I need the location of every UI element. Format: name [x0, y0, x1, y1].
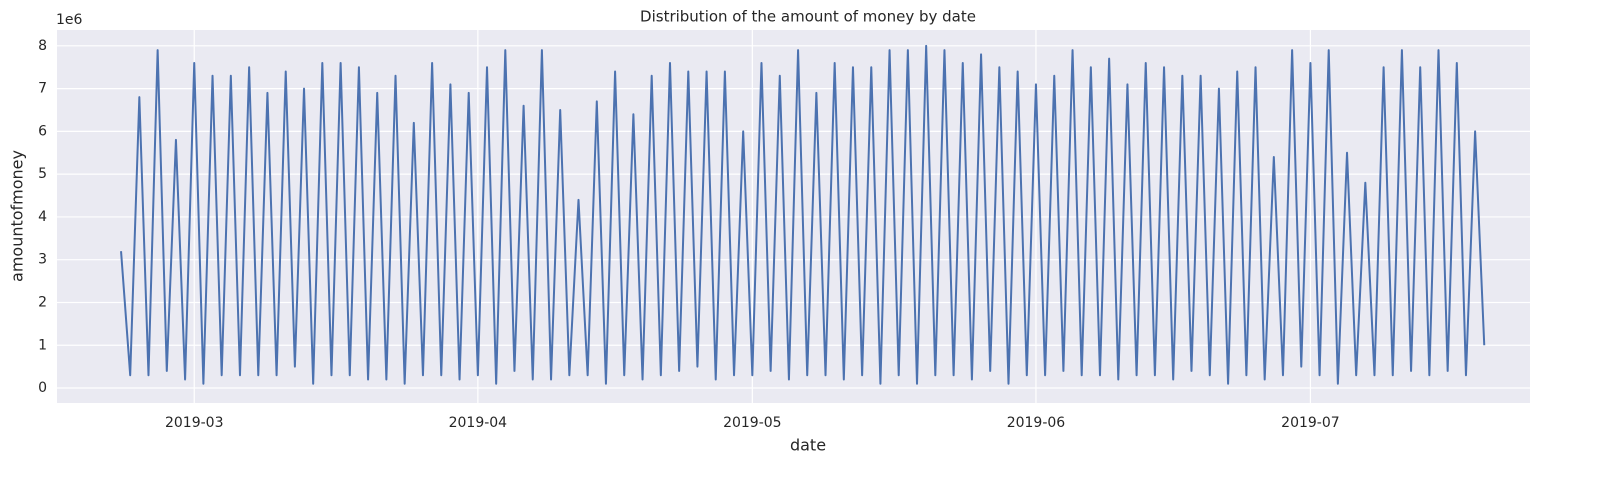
y-tick-label: 8: [38, 38, 47, 54]
x-tick-label: 2019-04: [449, 415, 508, 431]
x-tick-label: 2019-03: [165, 415, 224, 431]
y-tick-label: 3: [38, 252, 47, 268]
x-tick-label: 2019-06: [1007, 415, 1066, 431]
y-axis-label: amountofmoney: [8, 150, 27, 282]
y-tick-label: 6: [38, 123, 47, 139]
y-offset-label: 1e6: [56, 12, 83, 28]
y-tick-label: 2: [38, 294, 47, 310]
y-tick-label: 7: [38, 81, 47, 97]
x-tick-label: 2019-05: [723, 415, 782, 431]
y-tick-label: 4: [38, 209, 47, 225]
x-tick-label: 2019-07: [1281, 415, 1340, 431]
data-line: [120, 44, 1486, 385]
y-tick-label: 1: [38, 337, 47, 353]
chart-title: Distribution of the amount of money by d…: [640, 8, 976, 26]
x-axis-label: date: [790, 436, 826, 455]
y-tick-label: 0: [38, 380, 47, 396]
y-tick-label: 5: [38, 166, 47, 182]
